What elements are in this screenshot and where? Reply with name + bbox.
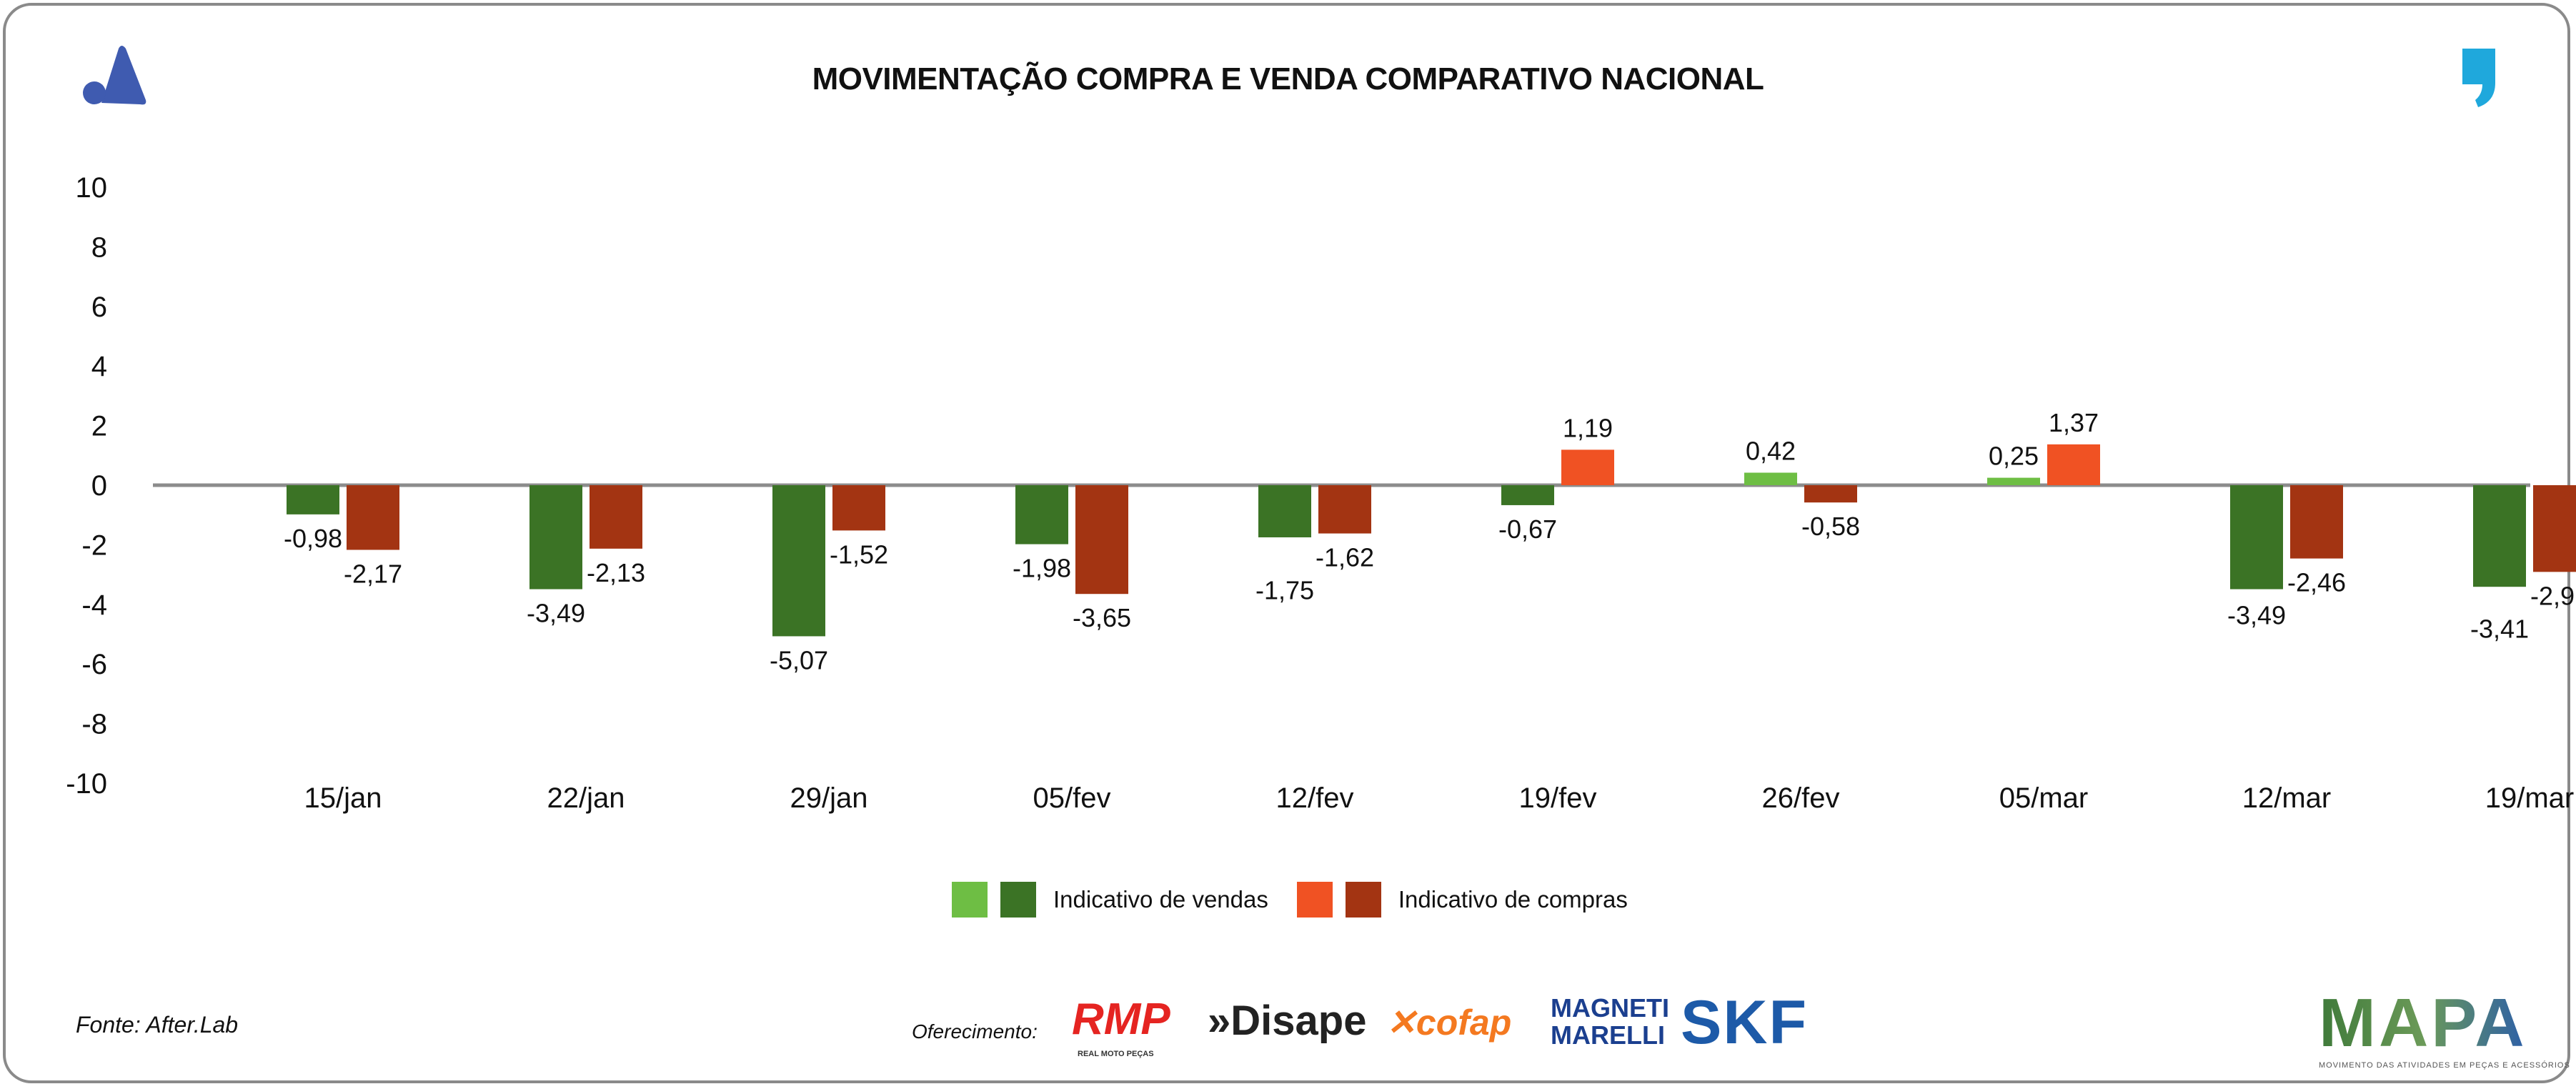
bar-vendas bbox=[1015, 485, 1068, 544]
sponsor-logo-disape: »Disape bbox=[1208, 998, 1367, 1044]
legend-swatch-compras-positive bbox=[1296, 882, 1333, 918]
y-tick-label: 6 bbox=[91, 292, 107, 323]
y-tick-label: 2 bbox=[91, 411, 107, 442]
value-label-compras: -3,65 bbox=[1073, 603, 1131, 632]
value-label-vendas: -0,67 bbox=[1498, 514, 1557, 544]
sponsor-logo-skf: SKF bbox=[1681, 988, 1808, 1057]
y-tick-label: -2 bbox=[81, 529, 107, 561]
brand-logo-a-icon bbox=[83, 46, 146, 105]
value-label-vendas: -1,98 bbox=[1013, 554, 1071, 583]
sponsor-logo-magneti-marelli: MAGNETI MARELLI bbox=[1551, 993, 1669, 1050]
y-tick-label: 10 bbox=[76, 172, 108, 204]
bar-vendas bbox=[1987, 477, 2040, 485]
value-label-compras: -2,91 bbox=[2530, 581, 2576, 610]
y-tick-label: 8 bbox=[91, 232, 107, 263]
x-category-label: 29/jan bbox=[790, 782, 868, 814]
x-category-label: 12/mar bbox=[2242, 782, 2332, 814]
bar-compras bbox=[2047, 444, 2100, 485]
bar-vendas bbox=[772, 485, 825, 637]
x-category-label: 12/fev bbox=[1276, 782, 1354, 814]
chart-title: MOVIMENTAÇÃO COMPRA E VENDA COMPARATIVO … bbox=[812, 61, 1764, 96]
bar-compras bbox=[347, 485, 399, 550]
source-note: Fonte: After.Lab bbox=[76, 1012, 239, 1038]
legend-swatch-vendas-negative bbox=[1000, 882, 1036, 918]
legend-swatch-vendas-positive bbox=[952, 882, 988, 918]
chart-legend: Indicativo de vendas Indicativo de compr… bbox=[952, 882, 1656, 918]
sponsor-logo-rmp: RMP bbox=[1072, 995, 1170, 1044]
bar-compras bbox=[1075, 485, 1128, 595]
y-tick-label: -8 bbox=[81, 709, 107, 740]
x-category-label: 15/jan bbox=[304, 782, 382, 814]
legend-swatch-compras-negative bbox=[1345, 882, 1381, 918]
x-category-label: 05/mar bbox=[1999, 782, 2089, 814]
value-label-compras: -0,58 bbox=[1801, 512, 1860, 541]
y-tick-label: -6 bbox=[81, 649, 107, 680]
legend-label-vendas: Indicativo de vendas bbox=[1053, 886, 1268, 913]
bar-compras bbox=[1804, 485, 1857, 503]
value-label-vendas: -3,49 bbox=[2227, 601, 2286, 630]
value-label-vendas: -1,75 bbox=[1255, 576, 1314, 605]
bar-compras bbox=[2290, 485, 2343, 559]
value-label-vendas: 0,25 bbox=[1989, 442, 2039, 471]
bar-compras bbox=[1318, 485, 1371, 534]
bar-compras bbox=[832, 485, 885, 531]
bar-vendas bbox=[287, 485, 339, 514]
sponsorship-label: Oferecimento: bbox=[912, 1020, 1038, 1043]
value-label-compras: -2,13 bbox=[587, 558, 645, 587]
value-label-vendas: -5,07 bbox=[770, 645, 828, 675]
x-category-label: 22/jan bbox=[547, 782, 625, 814]
bar-compras bbox=[2533, 485, 2576, 572]
value-label-compras: -2,46 bbox=[2287, 568, 2346, 597]
mapa-logo-subtitle: MOVIMENTO DAS ATIVIDADES EM PEÇAS E ACES… bbox=[2319, 1061, 2570, 1070]
legend-label-compras: Indicativo de compras bbox=[1398, 886, 1628, 913]
bar-vendas bbox=[1744, 472, 1797, 485]
bar-vendas bbox=[529, 485, 582, 590]
x-category-label: 19/fev bbox=[1519, 782, 1597, 814]
y-tick-label: 0 bbox=[91, 470, 107, 502]
bar-vendas bbox=[1501, 485, 1554, 505]
y-tick-label: -4 bbox=[81, 590, 107, 621]
value-label-compras: -2,17 bbox=[344, 559, 402, 588]
bar-vendas bbox=[2230, 485, 2283, 590]
value-label-compras: -1,62 bbox=[1316, 543, 1374, 572]
x-category-label: 26/fev bbox=[1762, 782, 1840, 814]
bar-vendas bbox=[2473, 485, 2526, 587]
y-tick-label: 4 bbox=[91, 351, 107, 382]
value-label-compras: -1,52 bbox=[830, 539, 888, 569]
value-label-compras: 1,37 bbox=[2049, 408, 2099, 437]
value-label-vendas: 0,42 bbox=[1746, 436, 1796, 465]
mapa-logo: MAPA bbox=[2319, 985, 2527, 1061]
x-category-label: 19/mar bbox=[2485, 782, 2575, 814]
sponsor-cofap-text: cofap bbox=[1416, 1003, 1512, 1043]
bar-vendas bbox=[1258, 485, 1311, 537]
x-category-label: 05/fev bbox=[1033, 782, 1111, 814]
value-label-compras: 1,19 bbox=[1563, 413, 1613, 442]
sponsor-disape-text: Disape bbox=[1230, 998, 1367, 1044]
y-tick-label: -10 bbox=[66, 768, 107, 800]
bar-compras bbox=[590, 485, 642, 549]
value-label-vendas: -0,98 bbox=[284, 524, 342, 553]
sponsor-logo-rmp-sub: REAL MOTO PEÇAS bbox=[1078, 1050, 1154, 1058]
sponsor-logo-cofap: ✕cofap bbox=[1386, 1003, 1512, 1043]
brand-logo-quote-icon bbox=[2462, 49, 2495, 107]
value-label-vendas: -3,41 bbox=[2470, 614, 2529, 643]
bar-compras bbox=[1561, 449, 1614, 485]
value-label-vendas: -3,49 bbox=[527, 599, 585, 628]
